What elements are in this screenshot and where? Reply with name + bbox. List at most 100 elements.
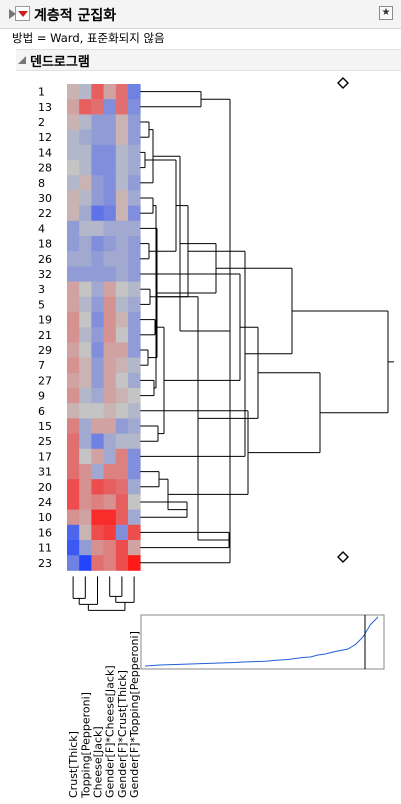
row-label: 12 <box>38 131 52 144</box>
heatmap-cell <box>103 418 117 434</box>
heatmap-cell <box>91 418 104 434</box>
heatmap-cell <box>67 479 80 495</box>
heatmap-cell <box>67 266 80 282</box>
row-label: 32 <box>38 268 52 281</box>
column-label: Gender[F]*Topping[Pepperoni] <box>128 631 141 798</box>
dendrogram-header[interactable]: 덴드로그램 <box>16 49 401 71</box>
collapse-triangle-icon[interactable] <box>5 7 20 22</box>
heatmap-cell <box>103 175 117 191</box>
heatmap-cell <box>91 479 104 495</box>
heatmap-cell <box>115 524 129 541</box>
heatmap-cell <box>103 236 117 252</box>
red-triangle-menu-icon[interactable] <box>15 6 30 21</box>
heatmap-cell <box>103 403 117 419</box>
heatmap-cell <box>67 175 80 191</box>
heatmap-cell <box>67 388 80 404</box>
heatmap-cell <box>91 509 104 526</box>
heatmap <box>67 84 141 571</box>
heatmap-cell <box>91 555 104 571</box>
heatmap-cell <box>91 312 104 328</box>
row-label: 16 <box>38 526 52 539</box>
heatmap-cell <box>67 160 80 176</box>
heatmap-cell <box>67 190 80 206</box>
heatmap-cell <box>91 372 104 389</box>
dendrogram-panel: 1132121428830224182632351921297279615251… <box>32 77 394 799</box>
heatmap-cell <box>103 205 117 222</box>
row-label: 14 <box>38 146 52 159</box>
heatmap-cell <box>67 327 80 343</box>
tree-bottom-handle-icon[interactable] <box>337 551 349 563</box>
heatmap-cell <box>67 281 80 298</box>
row-label: 18 <box>38 238 52 251</box>
heatmap-cell <box>103 509 117 526</box>
heatmap-cell <box>128 433 141 450</box>
heatmap-cell <box>79 342 92 358</box>
heatmap-cell <box>103 448 117 465</box>
heatmap-cell <box>128 524 141 541</box>
heatmap-cell <box>103 494 117 510</box>
heatmap-cell <box>91 327 104 343</box>
heatmap-cell <box>91 251 104 267</box>
column-label: Topping[Pepperoni] <box>79 692 92 799</box>
heatmap-cell <box>103 190 117 206</box>
heatmap-cell <box>115 281 129 298</box>
heatmap-cell <box>103 433 117 450</box>
heatmap-cell <box>79 129 92 146</box>
heatmap-cell <box>103 342 117 358</box>
heatmap-cell <box>79 403 92 419</box>
heatmap-cell <box>115 220 129 237</box>
heatmap-cell <box>91 144 104 161</box>
row-label: 5 <box>38 298 45 311</box>
disclosure-triangle-icon[interactable] <box>16 54 28 66</box>
heatmap-cell <box>91 433 104 450</box>
heatmap-cell <box>128 281 141 298</box>
heatmap-cell <box>67 342 80 358</box>
cluster-history-plot <box>140 614 385 670</box>
heatmap-cell <box>115 479 129 495</box>
heatmap-cell <box>115 342 129 358</box>
heatmap-cell <box>128 99 141 115</box>
dendrogram-title: 덴드로그램 <box>30 55 90 70</box>
heatmap-cell <box>79 266 92 282</box>
method-text: 방법 = Ward, 표준화되지 않음 <box>12 31 165 45</box>
row-label: 23 <box>38 557 52 570</box>
heatmap-cell <box>91 236 104 252</box>
heatmap-cell <box>128 327 141 343</box>
heatmap-cell <box>128 540 141 556</box>
heatmap-cell <box>67 433 80 450</box>
column-label: Gender[F]*Cheese[Jack] <box>104 665 117 798</box>
row-label: 31 <box>38 466 52 479</box>
heatmap-cell <box>128 479 141 495</box>
heatmap-cell <box>91 524 104 541</box>
heatmap-cell <box>79 509 92 526</box>
heatmap-cell <box>67 129 80 146</box>
heatmap-cell <box>128 205 141 222</box>
heatmap-cell <box>79 524 92 541</box>
row-label: 15 <box>38 420 52 433</box>
heatmap-cell <box>91 220 104 237</box>
heatmap-cell <box>115 236 129 252</box>
pin-icon[interactable]: ★ <box>379 6 393 20</box>
heatmap-cell <box>79 418 92 434</box>
heatmap-cell <box>91 540 104 556</box>
row-label: 3 <box>38 283 45 296</box>
heatmap-cell <box>115 388 129 404</box>
heatmap-cell <box>79 281 92 298</box>
heatmap-cell <box>115 251 129 267</box>
heatmap-cell <box>115 418 129 434</box>
heatmap-cell <box>103 266 117 282</box>
heatmap-cell <box>79 448 92 465</box>
heatmap-cell <box>79 494 92 510</box>
heatmap-cell <box>115 312 129 328</box>
heatmap-cell <box>103 99 117 115</box>
heatmap-cell <box>91 84 104 100</box>
report-title: 계층적 군집화 <box>34 8 117 24</box>
heatmap-cell <box>115 129 129 146</box>
heatmap-cell <box>115 190 129 206</box>
tree-top-handle-icon[interactable] <box>337 77 349 89</box>
heatmap-cell <box>91 281 104 298</box>
heatmap-cell <box>115 327 129 343</box>
column-labels: Crust[Thick] Topping[Pepperoni] Cheese[Jac… <box>67 631 141 799</box>
row-labels: 1132121428830224182632351921297279615251… <box>38 86 52 570</box>
heatmap-cell <box>115 433 129 450</box>
